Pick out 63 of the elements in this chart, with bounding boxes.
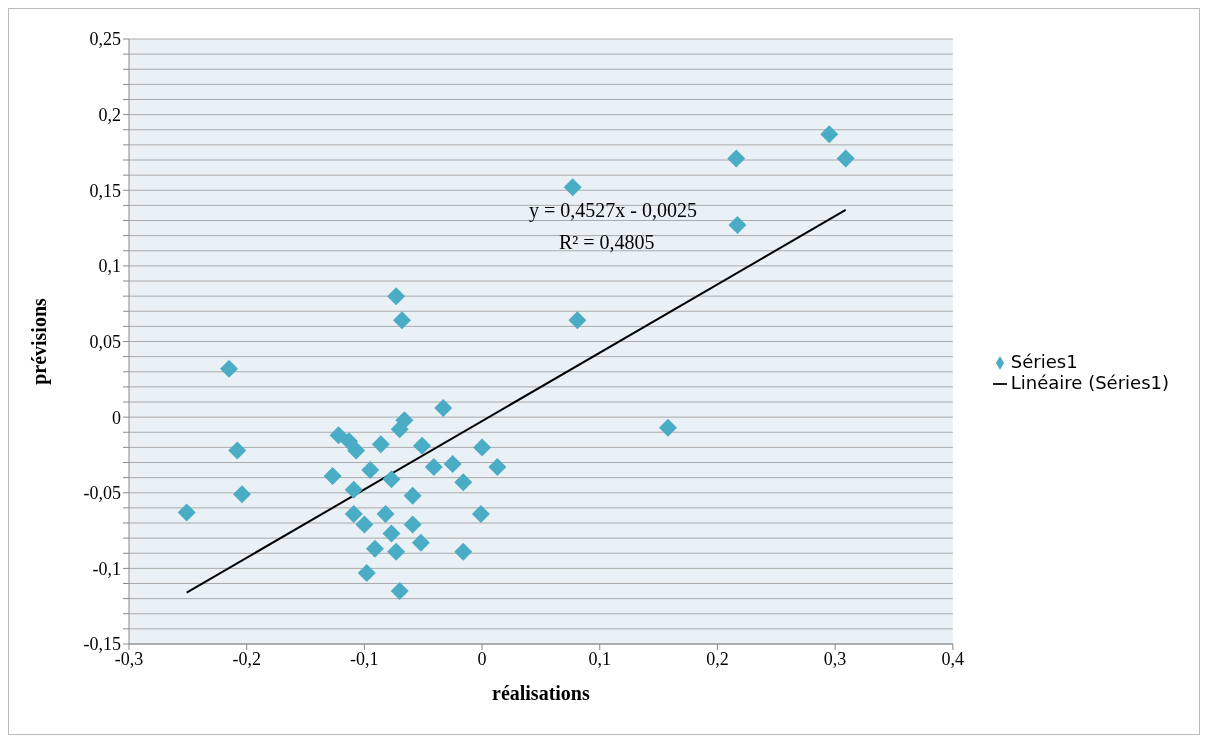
legend-label: Linéaire (Séries1) [1010,371,1169,393]
point [413,436,432,455]
x-tick-label: 0,4 [941,648,965,669]
point [488,458,507,477]
y-tick-label: 0,25 [89,29,121,50]
point [177,503,196,522]
point [232,485,251,504]
point [403,486,422,505]
point [340,432,359,451]
y-axis-title: prévisions [28,297,52,385]
point [344,504,363,523]
point [390,582,409,601]
point [443,455,462,474]
x-tick-label: 0,3 [823,648,847,669]
point [434,399,453,418]
point [382,524,401,543]
point [424,458,443,477]
y-tick-label: 0 [112,407,121,428]
y-tick-label: -0,1 [92,558,121,579]
point [390,420,409,439]
x-tick-label: 0,2 [706,648,729,669]
point [411,533,430,552]
annotation: y = 0,4527x - 0,0025 [529,199,697,222]
y-tick-label: 0,15 [89,180,121,201]
point [361,461,380,480]
point [393,311,412,330]
point [323,467,342,486]
point [820,125,839,144]
point [727,149,746,168]
point [382,470,401,489]
y-tick-label: 0,2 [98,105,121,126]
point [387,542,406,561]
point [344,480,363,499]
y-tick-label: -0,15 [83,634,121,655]
point [365,539,384,558]
x-tick-label: 0,1 [588,648,611,669]
point [357,563,376,582]
point [329,426,348,445]
annotation: R² = 0,4805 [559,231,655,254]
x-tick-label: 0 [477,648,487,669]
x-tick-label: -0,2 [232,648,261,669]
point [403,515,422,534]
point [659,418,677,437]
legend-label: Séries1 [1010,350,1078,372]
point [454,473,473,492]
y-tick-label: -0,05 [83,483,121,504]
point [371,435,390,454]
point [728,216,747,235]
point [563,178,582,197]
x-axis-title: réalisations [492,682,590,704]
point [220,359,239,378]
point [471,504,490,523]
point [473,438,492,457]
point [376,504,395,523]
x-tick-label: -0,1 [350,648,379,669]
y-tick-label: 0,1 [98,256,121,277]
point [387,287,406,306]
point [836,149,855,168]
point [454,542,473,561]
y-tick-label: 0,05 [89,331,121,352]
point [355,515,374,534]
point [228,441,247,460]
point [568,311,587,330]
